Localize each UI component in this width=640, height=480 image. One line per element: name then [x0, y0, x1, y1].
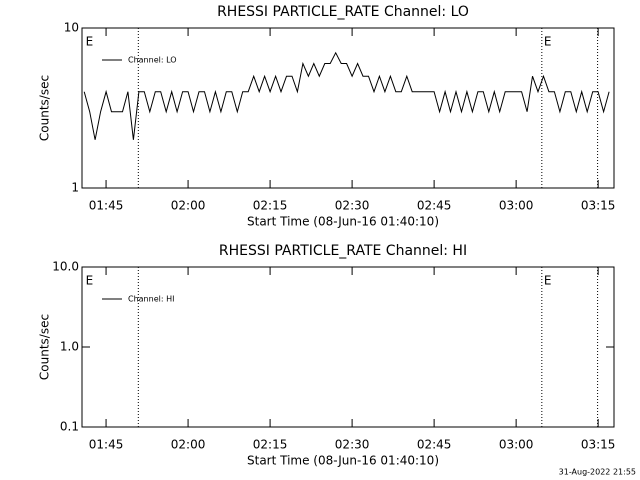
plot-frame — [81, 266, 615, 428]
event-label: E — [86, 274, 94, 288]
x-tick-label: 02:00 — [171, 199, 206, 213]
x-tick-label: 03:00 — [499, 199, 534, 213]
data-line — [83, 51, 610, 140]
x-tick-label: 02:30 — [335, 199, 370, 213]
y-tick-label: 1 — [71, 181, 79, 195]
x-tick-label: 02:30 — [335, 438, 370, 452]
y-tick-label: 0.1 — [60, 420, 79, 434]
x-tick-label: 01:45 — [89, 199, 124, 213]
y-tick-label: 1.0 — [60, 340, 79, 354]
y-axis-label: Counts/sec — [38, 314, 52, 380]
x-tick-label: 03:15 — [581, 199, 616, 213]
x-tick-label: 02:45 — [417, 438, 452, 452]
legend-label: Channel: HI — [128, 295, 174, 304]
y-tick-label: 10.0 — [52, 260, 79, 274]
y-axis-label: Counts/sec — [38, 75, 52, 141]
x-tick-label: 02:45 — [417, 199, 452, 213]
x-tick-label: 02:15 — [253, 199, 288, 213]
event-label: E — [86, 35, 94, 49]
legend-label: Channel: LO — [128, 56, 177, 65]
x-tick-label: 03:15 — [581, 438, 616, 452]
x-tick-label: 01:45 — [89, 438, 124, 452]
footer: 31-Aug-2022 21:55 — [559, 468, 636, 477]
plot-frame — [81, 27, 615, 189]
x-axis-label: Start Time (08-Jun-16 01:40:10) — [247, 215, 439, 229]
event-label: E — [544, 274, 552, 288]
x-tick-label: 03:00 — [499, 438, 534, 452]
x-tick-label: 02:00 — [171, 438, 206, 452]
x-tick-label: 02:15 — [253, 438, 288, 452]
event-label: E — [544, 35, 552, 49]
x-axis-label: Start Time (08-Jun-16 01:40:10) — [247, 454, 439, 468]
y-tick-label: 10 — [64, 21, 79, 35]
chart-title: RHESSI PARTICLE_RATE Channel: HI — [219, 243, 467, 259]
chart-title: RHESSI PARTICLE_RATE Channel: LO — [217, 4, 469, 20]
